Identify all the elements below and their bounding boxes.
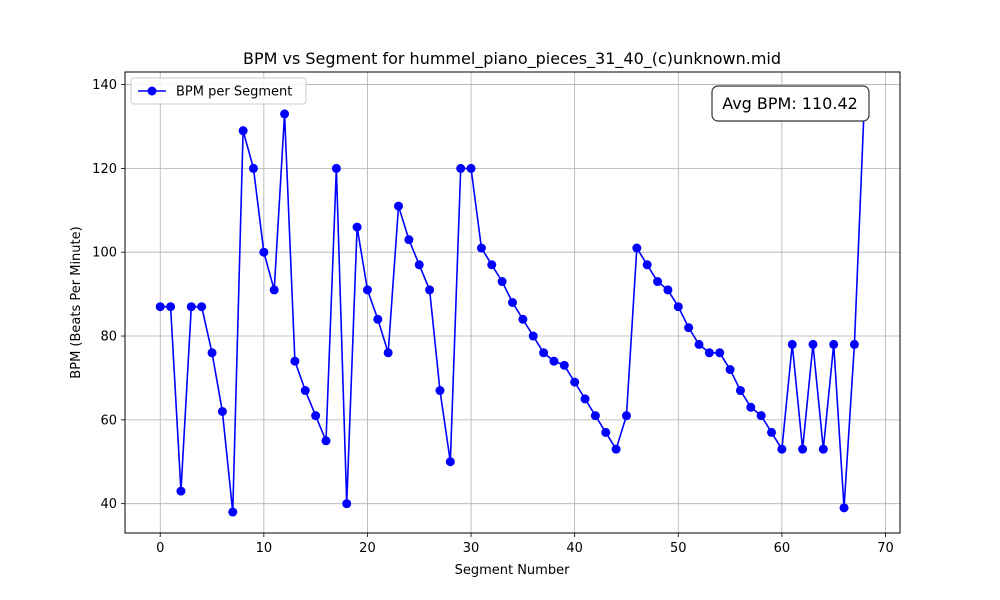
data-point	[166, 302, 176, 312]
x-tick-label: 50	[670, 541, 687, 556]
data-point	[155, 302, 165, 312]
data-point	[497, 277, 507, 287]
data-point	[673, 302, 683, 312]
data-point	[290, 356, 300, 366]
data-point	[621, 411, 631, 421]
data-point	[331, 163, 341, 173]
data-point	[539, 348, 549, 358]
data-point	[829, 339, 839, 349]
data-point	[311, 411, 321, 421]
data-point	[445, 457, 455, 467]
data-point	[653, 277, 663, 287]
data-point	[228, 507, 238, 517]
data-point	[362, 285, 372, 295]
data-point	[611, 444, 621, 454]
data-point	[767, 427, 777, 437]
data-point	[735, 386, 745, 396]
data-point	[808, 339, 818, 349]
data-point	[394, 201, 404, 211]
data-point	[300, 386, 310, 396]
data-point	[839, 503, 849, 513]
data-point	[590, 411, 600, 421]
data-point	[704, 348, 714, 358]
data-point	[632, 243, 642, 253]
data-point	[818, 444, 828, 454]
data-point	[425, 285, 435, 295]
legend-label: BPM per Segment	[176, 85, 292, 100]
data-point	[849, 339, 859, 349]
data-point	[456, 163, 466, 173]
data-point	[352, 222, 362, 232]
x-tick-label: 60	[774, 541, 791, 556]
x-tick-label: 10	[256, 541, 273, 556]
x-tick-label: 0	[156, 541, 164, 556]
x-tick-label: 30	[463, 541, 480, 556]
data-point	[580, 394, 590, 404]
data-point	[725, 365, 735, 375]
data-point	[176, 486, 186, 496]
data-point	[435, 386, 445, 396]
data-point	[476, 243, 486, 253]
data-point	[549, 356, 559, 366]
chart-title: BPM vs Segment for hummel_piano_pieces_3…	[243, 49, 781, 69]
data-point	[798, 444, 808, 454]
x-tick-label: 70	[877, 541, 894, 556]
data-point	[269, 285, 279, 295]
y-tick-label: 80	[100, 330, 117, 345]
y-tick-label: 40	[100, 497, 117, 512]
data-point	[414, 260, 424, 270]
data-point	[787, 339, 797, 349]
y-tick-label: 140	[92, 78, 117, 93]
data-point	[383, 348, 393, 358]
data-point	[601, 427, 611, 437]
data-point	[777, 444, 787, 454]
data-point	[321, 436, 331, 446]
legend-marker-swatch	[147, 86, 157, 96]
data-point	[570, 377, 580, 387]
legend: BPM per Segment	[130, 77, 307, 105]
y-tick-label: 60	[100, 413, 117, 428]
data-point	[197, 302, 207, 312]
y-tick-label: 120	[92, 162, 117, 177]
data-point	[280, 109, 290, 119]
data-point	[342, 499, 352, 509]
legend-box	[130, 77, 307, 105]
data-point	[715, 348, 725, 358]
data-point	[528, 331, 538, 341]
series-layer	[155, 88, 870, 517]
data-point	[248, 163, 258, 173]
data-point	[207, 348, 217, 358]
data-point	[466, 163, 476, 173]
annotation-box	[711, 85, 870, 122]
grid-lines	[125, 72, 900, 533]
data-point	[684, 323, 694, 333]
data-point	[642, 260, 652, 270]
data-point	[373, 314, 383, 324]
y-tick-label: 100	[92, 246, 117, 261]
y-axis-label: BPM (Beats Per Minute)	[69, 226, 84, 378]
data-point	[518, 314, 528, 324]
annotation-text: Avg BPM: 110.42	[722, 94, 858, 113]
data-point	[259, 247, 269, 257]
data-point	[756, 411, 766, 421]
data-point	[663, 285, 673, 295]
avg-bpm-annotation: Avg BPM: 110.42	[711, 85, 870, 122]
x-tick-label: 20	[359, 541, 376, 556]
data-point	[746, 402, 756, 412]
x-tick-label: 40	[566, 541, 583, 556]
data-point	[217, 406, 227, 416]
data-point	[238, 126, 248, 136]
data-point	[487, 260, 497, 270]
axis-ticks: 0 10 20 30 40 50 60 70 40 60 80 100 120 140	[92, 78, 894, 556]
data-point	[404, 235, 414, 245]
data-point	[186, 302, 196, 312]
data-point	[694, 339, 704, 349]
data-point	[559, 360, 569, 370]
plot-frame	[124, 71, 901, 534]
x-axis-label: Segment Number	[455, 563, 571, 578]
data-point	[508, 298, 517, 307]
